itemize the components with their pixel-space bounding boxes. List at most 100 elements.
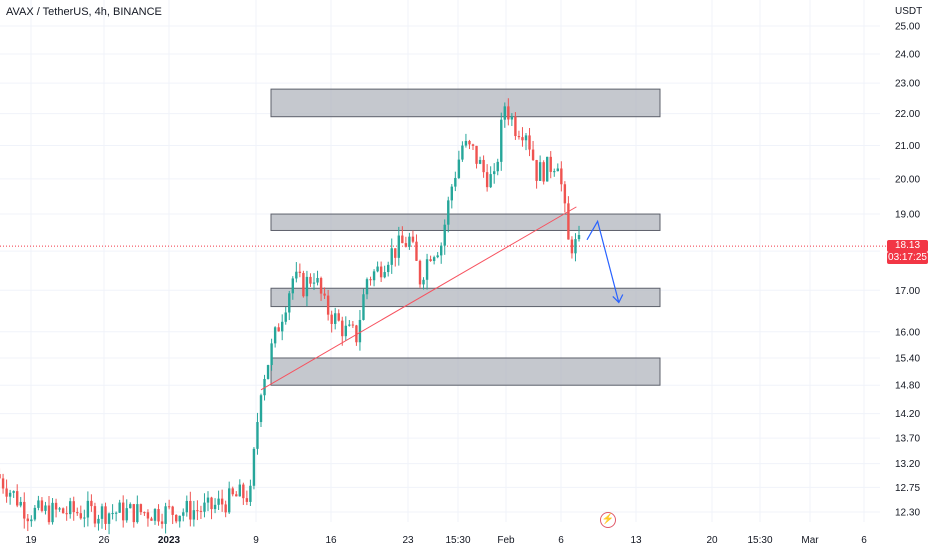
- candle-body: [260, 395, 262, 422]
- candle-body: [482, 160, 484, 172]
- time-tick-label: 23: [402, 535, 414, 546]
- time-tick-label: Feb: [497, 535, 515, 546]
- price-tick-label: 22.00: [895, 109, 920, 120]
- time-tick-label: 20: [706, 535, 718, 546]
- price-tick-label: 12.30: [895, 508, 920, 519]
- candle-body: [412, 237, 414, 242]
- candle-body: [507, 106, 509, 119]
- candle-body: [27, 519, 29, 522]
- price-tick-label: 15.40: [895, 353, 920, 364]
- candle-body: [2, 478, 4, 488]
- candle-body: [23, 502, 25, 519]
- candle-body: [235, 494, 237, 496]
- candle-body: [164, 506, 166, 524]
- candle-body: [525, 135, 527, 140]
- candle-body: [521, 137, 523, 140]
- price-tick-label: 21.00: [895, 141, 920, 152]
- time-tick-label: 15:30: [445, 535, 470, 546]
- time-tick-label: 15:30: [747, 535, 772, 546]
- candle-body: [115, 513, 117, 514]
- candle-body: [221, 499, 223, 505]
- candle-body: [133, 504, 135, 522]
- candle-body: [415, 242, 417, 261]
- candle-body: [9, 493, 11, 497]
- candle-body: [182, 512, 184, 515]
- candle-body: [553, 171, 555, 172]
- price-axis[interactable]: 25.0024.0023.0022.0021.0020.0019.0018.00…: [895, 22, 920, 519]
- candle-body: [578, 235, 580, 239]
- candle-body: [41, 500, 43, 510]
- candle-body: [341, 321, 343, 337]
- candle-body: [249, 486, 251, 502]
- candle-body: [299, 272, 301, 273]
- candle-body: [104, 506, 106, 524]
- candle-body: [186, 501, 188, 512]
- candle-body: [323, 294, 325, 296]
- support-resistance-zone: [271, 358, 660, 385]
- candle-body: [444, 225, 446, 246]
- candle-body: [334, 313, 336, 324]
- flash-icon[interactable]: ⚡: [600, 512, 616, 528]
- candle-body: [391, 248, 393, 265]
- price-tick-label: 13.70: [895, 434, 920, 445]
- candle-body: [295, 272, 297, 279]
- candle-body: [387, 265, 389, 272]
- candle-body: [101, 506, 103, 519]
- support-resistance-zone: [271, 214, 660, 230]
- candle-body: [401, 236, 403, 244]
- candle-body: [30, 519, 32, 521]
- candle-body: [97, 519, 99, 524]
- candle-body: [207, 498, 209, 503]
- candle-body: [313, 283, 315, 284]
- candle-body: [320, 278, 322, 294]
- support-resistance-zone: [271, 89, 660, 117]
- candle-body: [567, 203, 569, 239]
- candle-body: [535, 160, 537, 181]
- time-axis[interactable]: 19 26 2023 9 16 23 15:30 Feb 6 13 20 15:30 Mar 6: [25, 535, 867, 546]
- candle-body: [140, 504, 142, 512]
- currency-label: USDT: [895, 6, 922, 17]
- candle-body: [193, 510, 195, 519]
- candle-body: [500, 120, 502, 162]
- candle-body: [274, 327, 276, 343]
- candle-body: [405, 243, 407, 247]
- candle-body: [380, 267, 382, 278]
- candle-body: [270, 343, 272, 365]
- candle-body: [447, 200, 449, 224]
- candle-body: [486, 172, 488, 187]
- candles: [0, 98, 580, 534]
- candle-body: [37, 500, 39, 507]
- candle-body: [574, 239, 576, 253]
- candle-body: [479, 160, 481, 164]
- candle-body: [83, 518, 85, 519]
- candle-body: [306, 277, 308, 296]
- candle-body: [168, 506, 170, 507]
- candle-body: [20, 502, 22, 506]
- candle-body: [497, 162, 499, 171]
- candle-body: [126, 508, 128, 520]
- candle-body: [147, 512, 149, 518]
- candle-body: [12, 491, 14, 493]
- candle-body: [196, 510, 198, 511]
- price-tick-label: 25.00: [895, 22, 920, 33]
- candle-body: [550, 157, 552, 172]
- candle-body: [330, 315, 332, 324]
- candle-body: [493, 171, 495, 174]
- candle-body: [281, 322, 283, 332]
- candle-body: [267, 365, 269, 379]
- candle-body: [373, 271, 375, 280]
- candle-body: [58, 508, 60, 509]
- time-tick-label: Mar: [801, 535, 819, 546]
- candle-body: [203, 503, 205, 512]
- candle-body: [288, 293, 290, 312]
- candle-body: [239, 485, 241, 497]
- candle-body: [429, 259, 431, 261]
- candle-body: [161, 521, 163, 523]
- candle-body: [154, 509, 156, 521]
- candle-body: [217, 499, 219, 505]
- candle-body: [122, 503, 124, 521]
- candle-body: [316, 278, 318, 283]
- candle-body: [468, 141, 470, 144]
- candle-body: [5, 488, 7, 496]
